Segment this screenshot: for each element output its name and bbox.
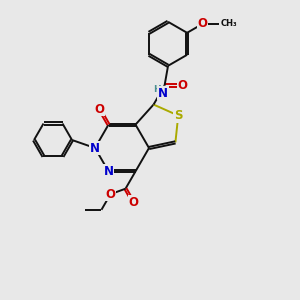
Text: H: H	[153, 85, 161, 94]
Text: O: O	[128, 196, 139, 209]
Text: O: O	[198, 17, 208, 30]
Text: N: N	[103, 165, 113, 178]
Text: O: O	[106, 188, 116, 201]
Text: N: N	[158, 86, 168, 100]
Text: S: S	[174, 109, 182, 122]
Text: O: O	[178, 79, 188, 92]
Text: N: N	[90, 142, 100, 154]
Text: CH₃: CH₃	[221, 19, 237, 28]
Text: O: O	[94, 103, 104, 116]
